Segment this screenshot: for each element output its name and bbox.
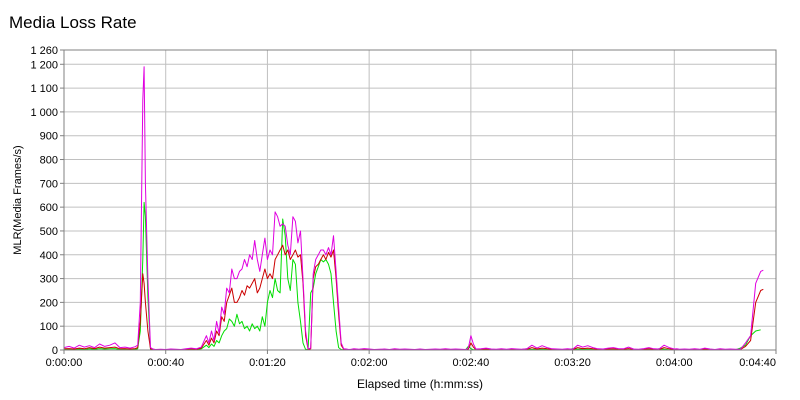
series-magenta-line: [63, 66, 764, 350]
y-tick-label: 500: [40, 226, 58, 238]
x-tick-label: 0:04:40: [739, 357, 776, 369]
y-tick-label: 400: [40, 250, 58, 262]
plot-border: [63, 49, 777, 351]
y-tick-label: 600: [40, 202, 58, 214]
x-tick-label: 0:02:40: [453, 357, 490, 369]
x-tick-label: 0:03:20: [554, 357, 591, 369]
y-tick-label: 0: [52, 345, 58, 357]
plot-area: [64, 50, 776, 350]
x-tick-label: 0:04:00: [656, 357, 693, 369]
y-tick-label: 1 100: [30, 83, 58, 95]
y-tick-label: 900: [40, 131, 58, 143]
y-tick-label: 100: [40, 321, 58, 333]
grid: [64, 50, 776, 350]
y-tick-label: 700: [40, 178, 58, 190]
x-tick-label: 0:02:00: [351, 357, 388, 369]
y-tick-label: 1 200: [30, 59, 58, 71]
x-axis-label: Elapsed time (h:mm:ss): [357, 377, 483, 391]
y-axis-label: MLR(Media Frames/s): [12, 145, 24, 254]
y-axis-ticks: 0 100 200 300 400 500 600 700 800 900 1 000 1 100 1 …: [30, 45, 64, 357]
x-axis-ticks: 0:00:00 0:00:40 0:01:20 0:02:00 0:02:40 0:03:…: [46, 350, 777, 369]
chart-title: Media Loss Rate: [9, 13, 137, 32]
x-tick-label: 0:00:00: [46, 357, 83, 369]
x-tick-label: 0:00:40: [147, 357, 184, 369]
y-tick-label: 300: [40, 274, 58, 286]
y-tick-label: 1 000: [30, 107, 58, 119]
y-tick-label: 200: [40, 297, 58, 309]
y-tick-label: 1 260: [30, 45, 58, 57]
x-tick-label: 0:01:20: [249, 357, 286, 369]
y-tick-label: 800: [40, 155, 58, 167]
